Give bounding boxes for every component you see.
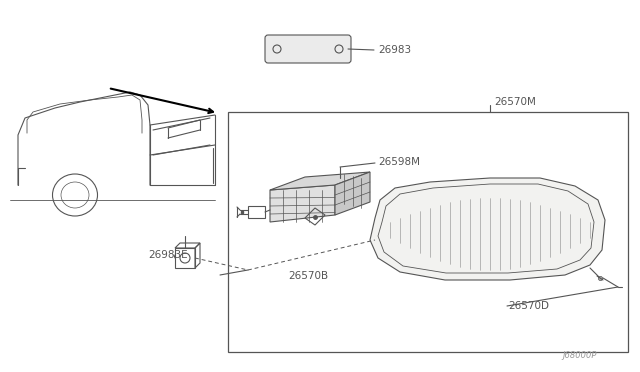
- Text: 26570D: 26570D: [508, 301, 549, 311]
- Text: 26570B: 26570B: [288, 271, 328, 281]
- Text: 26983: 26983: [378, 45, 411, 55]
- FancyBboxPatch shape: [265, 35, 351, 63]
- Bar: [175, 248, 195, 268]
- Text: 26983E: 26983E: [148, 250, 188, 260]
- Polygon shape: [370, 178, 605, 280]
- Polygon shape: [335, 172, 370, 215]
- Text: J68000P: J68000P: [563, 351, 597, 360]
- Bar: [228, 112, 628, 352]
- Text: 26570M: 26570M: [494, 97, 536, 107]
- Text: 26598M: 26598M: [378, 157, 420, 167]
- Polygon shape: [270, 185, 335, 222]
- Polygon shape: [270, 172, 370, 190]
